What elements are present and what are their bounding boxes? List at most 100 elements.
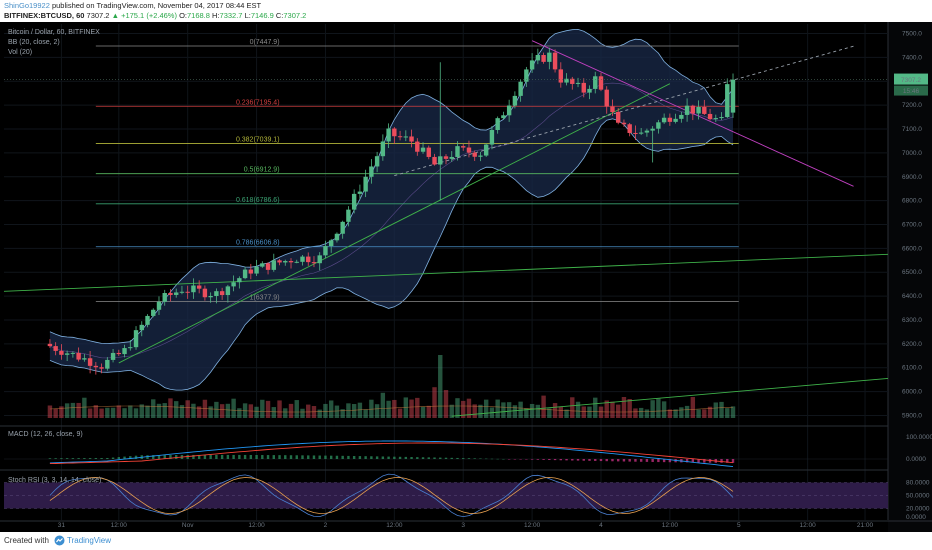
last-price: 7307.2 [86, 11, 110, 20]
volume-bar [656, 398, 661, 418]
volume-bar [501, 402, 506, 418]
symbol-line: BITFINEX:BTCUSD, 60 7307.2 ▲ +175.1 (+2.… [4, 11, 306, 21]
candle-body [174, 292, 179, 295]
macd-histogram-bar [370, 456, 373, 459]
volume-bar [598, 406, 604, 418]
candle-body [547, 52, 552, 62]
candle-body [667, 117, 673, 122]
macd-histogram-bar [60, 458, 63, 459]
volume-bar [265, 400, 271, 418]
price-tick-label: 6600.0 [902, 245, 922, 252]
candle-body [369, 166, 374, 177]
macd-histogram-bar [582, 459, 585, 461]
macd-histogram-bar [307, 455, 310, 459]
volume-bar [684, 405, 690, 418]
candle-body [277, 260, 282, 263]
macd-histogram-bar [284, 455, 287, 459]
candle-body [679, 114, 684, 119]
macd-signal-line [49, 442, 734, 465]
macd-histogram-bar [157, 455, 161, 459]
volume-bar [179, 405, 185, 418]
volume-bar [610, 401, 615, 418]
time-tick-label: 3 [461, 522, 465, 529]
stoch-tick-label: 50.0000 [906, 493, 930, 500]
stoch-d-line [49, 476, 734, 515]
volume-bar [145, 405, 150, 418]
price-tick-label: 6400.0 [902, 293, 922, 300]
macd-histogram-bar [375, 456, 379, 459]
macd-histogram-bar [220, 454, 224, 459]
candle-body [311, 262, 317, 264]
candle-body [386, 128, 391, 142]
macd-histogram-bar [289, 455, 293, 459]
macd-histogram-bar [571, 459, 574, 461]
volume-bar [506, 402, 512, 418]
volume-bar [461, 400, 466, 418]
volume-bar [466, 398, 472, 418]
open-label: O: [179, 11, 187, 20]
bb-indicator-label: BB (20, close, 2) [8, 39, 60, 46]
macd-tick-label: 100.0000 [906, 434, 932, 441]
candle-body [162, 293, 167, 302]
volume-bar [581, 406, 586, 418]
fib-level-label: 0.236(7195.4) [236, 99, 280, 106]
macd-histogram-bar [123, 456, 126, 459]
candle-body [656, 122, 661, 129]
candle-body [616, 111, 621, 123]
volume-bar [219, 404, 225, 418]
volume-bar [627, 399, 632, 418]
macd-histogram-bar [645, 459, 649, 462]
macd-histogram-bar [617, 459, 620, 462]
volume-bar [306, 404, 311, 418]
macd-histogram-bar [341, 455, 344, 459]
macd-histogram-bar [502, 458, 505, 460]
macd-histogram-bar [628, 459, 631, 462]
footer: Created with TradingView [0, 532, 932, 550]
macd-histogram-bar [421, 457, 425, 459]
volume-ma-line [49, 405, 734, 413]
macd-histogram-bar [393, 456, 396, 459]
volume-bar [730, 406, 736, 418]
macd-histogram-bar [473, 458, 476, 459]
candle-body [191, 285, 196, 293]
volume-bar [128, 405, 133, 418]
macd-histogram-bar [691, 459, 695, 463]
volume-bar [271, 407, 276, 418]
macd-histogram-bar [416, 457, 419, 459]
macd-histogram-bar [71, 458, 75, 459]
macd-histogram-bar [197, 454, 201, 459]
macd-histogram-bar [324, 455, 327, 459]
macd-histogram-bar [657, 459, 660, 463]
macd-histogram-bar [347, 455, 350, 459]
macd-histogram-bar [548, 459, 551, 460]
volume-bar [323, 403, 328, 418]
volume-bar [564, 409, 569, 418]
price-tick-label: 7500.0 [902, 31, 922, 38]
high-label: H: [212, 11, 220, 20]
author-link[interactable]: ShinGo19922 [4, 1, 50, 10]
candle-body [644, 130, 650, 133]
macd-histogram-bar [404, 456, 408, 459]
macd-histogram-bar [462, 458, 465, 459]
time-tick-label: 12:00 [386, 522, 403, 529]
macd-histogram-bar [352, 456, 356, 459]
stoch-tick-label: 20.0000 [906, 505, 930, 512]
price-chart[interactable]: 5900.0 6000.0 6100.0 6200.0 6300.0 6400.0 6500… [0, 22, 932, 532]
macd-histogram-bar [439, 457, 442, 459]
volume-bar [260, 399, 265, 418]
volume-bar [151, 399, 156, 418]
tradingview-link[interactable]: TradingView [67, 536, 112, 545]
trendline-volume-trend [451, 377, 889, 417]
candle-body [145, 315, 150, 325]
macd-histogram-bar [639, 459, 643, 462]
candle-body [70, 352, 76, 354]
candle-body [294, 261, 299, 263]
candle-body [650, 128, 655, 131]
candle-body [610, 106, 615, 112]
time-tick-label: 12:00 [799, 522, 816, 529]
chart-header: ShinGo19922 published on TradingView.com… [0, 0, 932, 22]
volume-bar [208, 406, 213, 418]
candle-body [455, 146, 460, 157]
volume-bar [76, 402, 81, 418]
candle-body [99, 367, 104, 369]
